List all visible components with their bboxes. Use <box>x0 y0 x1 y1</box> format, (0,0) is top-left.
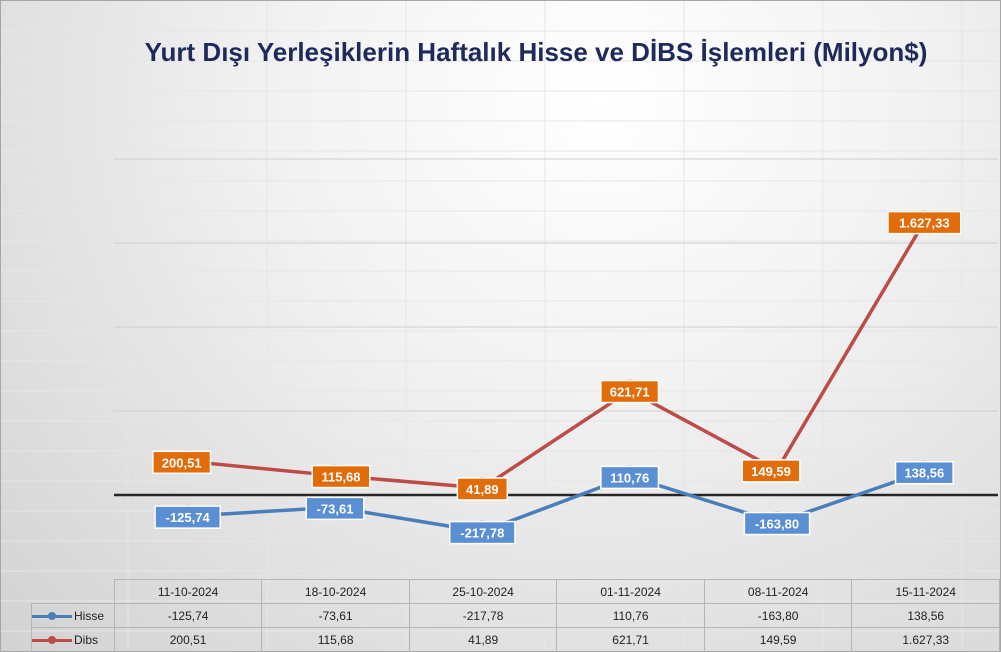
data-label: 200,51 <box>162 455 202 470</box>
data-table-header-row: 11-10-2024 18-10-2024 25-10-2024 01-11-2… <box>32 579 1000 604</box>
table-cell: -217,78 <box>408 603 558 628</box>
category-header: 11-10-2024 <box>113 579 263 604</box>
plot-area: -125,74 -73,61 -217,78 110,76 -163,80 138,56 2… <box>114 158 998 545</box>
data-table-row-hisse: Hisse -125,74 -73,61 -217,78 110,76 -163… <box>31 603 1000 628</box>
table-cell: 200,51 <box>113 627 263 651</box>
legend-key-dibs: Dibs <box>31 627 115 651</box>
line-marker-icon <box>32 611 72 621</box>
category-header: 15-11-2024 <box>851 579 1000 604</box>
category-header: 01-11-2024 <box>556 579 705 604</box>
chart-title: Yurt Dışı Yerleşiklerin Haftalık Hisse v… <box>144 37 928 67</box>
table-cell: -73,61 <box>261 603 410 628</box>
data-label: 149,59 <box>751 464 791 479</box>
data-label-box <box>152 450 212 475</box>
table-cell: 41,89 <box>408 627 558 651</box>
data-label-box <box>305 496 365 521</box>
data-label-box <box>600 465 660 490</box>
table-cell: 1.627,33 <box>851 627 1000 651</box>
data-label-box <box>600 379 660 404</box>
table-cell: 115,68 <box>261 627 410 651</box>
data-label: -217,78 <box>460 526 504 541</box>
data-label: 1.627,33 <box>899 216 950 231</box>
data-label-box <box>154 505 222 529</box>
table-cell: -125,74 <box>113 603 263 628</box>
table-cell: -163,80 <box>703 603 853 628</box>
series-line-hisse <box>187 470 925 534</box>
data-table-corner <box>32 580 115 604</box>
table-cell: 149,59 <box>703 627 853 651</box>
data-label-box <box>311 464 371 489</box>
data-table-row-dibs: Dibs 200,51 115,68 41,89 621,71 149,59 1… <box>31 627 1000 651</box>
data-label-box <box>456 477 509 501</box>
data-label: 41,89 <box>466 482 499 497</box>
data-label-box <box>448 520 516 545</box>
table-cell: 110,76 <box>556 603 705 628</box>
data-label: 110,76 <box>610 470 649 485</box>
data-label: 138,56 <box>904 466 944 481</box>
category-header: 08-11-2024 <box>703 579 853 604</box>
series-line-dibs <box>187 220 926 490</box>
data-label: -163,80 <box>755 517 799 532</box>
data-label: 115,68 <box>321 470 360 485</box>
data-label-box <box>887 210 962 235</box>
data-label-box <box>894 460 954 485</box>
data-label: -73,61 <box>317 501 354 516</box>
table-cell: 621,71 <box>556 627 705 651</box>
line-marker-icon <box>32 635 72 645</box>
series-name: Hisse <box>74 608 105 623</box>
table-cell: 138,56 <box>851 603 1000 628</box>
legend-key-hisse: Hisse <box>31 603 115 628</box>
category-header: 25-10-2024 <box>408 579 558 604</box>
series-name: Dibs <box>74 632 99 647</box>
data-table: 11-10-2024 18-10-2024 25-10-2024 01-11-2… <box>31 579 1000 651</box>
category-header: 18-10-2024 <box>261 579 410 604</box>
data-label-box <box>741 459 801 483</box>
data-label: 621,71 <box>610 385 650 400</box>
data-label: -125,74 <box>166 510 211 525</box>
data-label-box <box>743 511 811 536</box>
